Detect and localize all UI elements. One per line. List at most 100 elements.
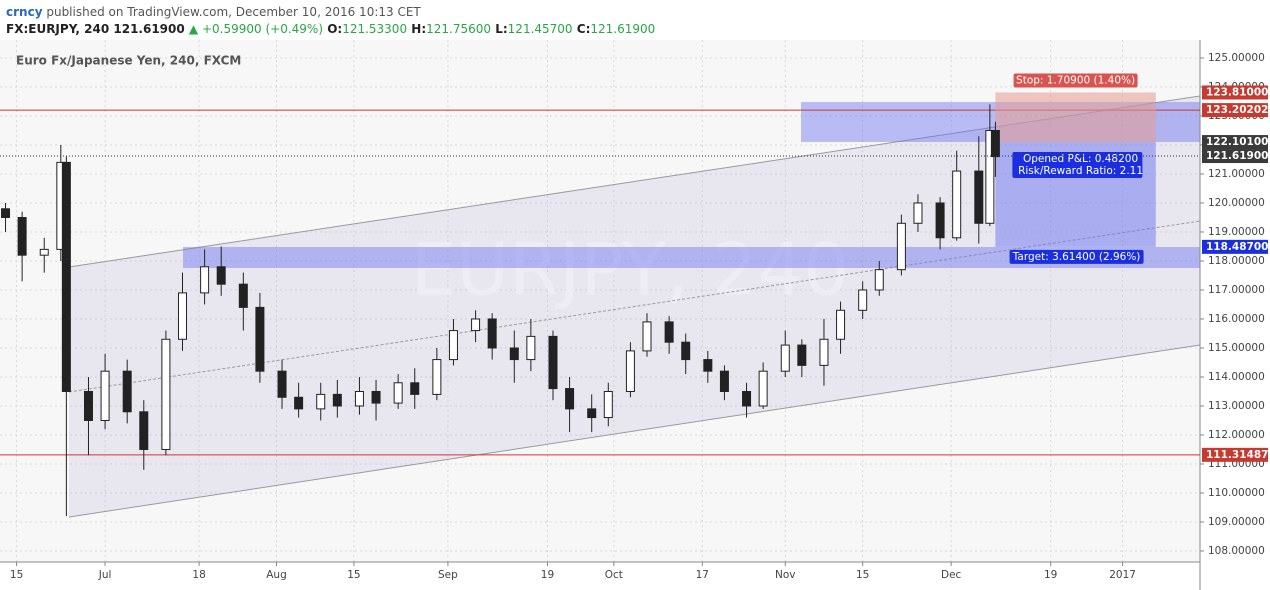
candle-body <box>858 289 868 311</box>
stop-label-box <box>1202 85 1268 100</box>
last-price-label-box <box>1202 149 1268 164</box>
candle-body <box>332 393 342 407</box>
candle-body <box>1 208 11 218</box>
candle-body <box>487 318 497 349</box>
candle-body <box>703 359 713 372</box>
x-tick-label: 15 <box>856 569 869 581</box>
x-tick-label: 17 <box>696 569 709 581</box>
candle-body <box>642 321 652 352</box>
y-tick-label: 119.00000 <box>1208 226 1265 238</box>
stop-text-box <box>1013 73 1138 88</box>
header: crncy published on TradingView.com, Dece… <box>0 0 1270 42</box>
candle-body <box>277 370 287 398</box>
ohlc-close-label: C: <box>576 22 591 36</box>
candle-body <box>935 202 945 239</box>
stop-zone <box>995 92 1156 143</box>
ohlc-open-label: O: <box>327 22 343 36</box>
zone-lower <box>183 247 1200 268</box>
price-axis-background <box>1200 40 1270 590</box>
candle-body <box>896 222 906 271</box>
target-label-box <box>1202 239 1268 254</box>
candle-body <box>17 216 27 256</box>
y-tick-label: 125.00000 <box>1208 52 1265 64</box>
candle-body <box>819 338 829 366</box>
candle-body <box>974 170 984 224</box>
y-tick-label: 110.00000 <box>1208 487 1265 499</box>
stop-label-text: 123.81000 <box>1206 86 1268 98</box>
candle-body <box>913 202 923 224</box>
target-label-text: 118.48700 <box>1206 241 1268 253</box>
candle-body <box>161 338 171 450</box>
y-tick-label: 114.00000 <box>1208 371 1265 383</box>
level-label-box <box>1202 103 1268 118</box>
candle-body <box>797 344 807 366</box>
candle-body <box>719 370 729 392</box>
candle-body <box>625 350 635 392</box>
entry-label-text: 122.10100 <box>1206 136 1268 148</box>
entry-label-box <box>1202 135 1268 150</box>
x-tick-label: 15 <box>10 569 23 581</box>
change-value: +0.59900 (+0.49%) <box>201 22 323 36</box>
stop-text: Stop: 1.70900 (1.40%) <box>1016 74 1135 86</box>
quote-line: FX:EURJPY, 240 121.61900 ▲ +0.59900 (+0.… <box>6 22 655 36</box>
ohlc-high: 121.75600 <box>426 22 492 36</box>
candle-body <box>565 388 575 410</box>
candle-body <box>990 129 1000 158</box>
x-tick-label: Nov <box>775 569 796 581</box>
price: 121.61900 <box>113 22 185 36</box>
candle-body <box>664 321 674 343</box>
x-tick-label: Oct <box>605 569 623 581</box>
level-label-box <box>1202 447 1268 462</box>
y-tick-label: 115.00000 <box>1208 342 1265 354</box>
candle-body <box>177 292 187 340</box>
candle-body <box>122 370 132 413</box>
level-label-text: 123.20202 <box>1206 104 1268 116</box>
y-tick-label: 109.00000 <box>1208 516 1265 528</box>
candle-body <box>410 382 420 395</box>
candle-body <box>100 370 110 421</box>
candle-body <box>780 344 790 372</box>
candle-body <box>432 359 442 395</box>
ohlc-open: 121.53300 <box>342 22 408 36</box>
x-tick-label: Sep <box>438 569 458 581</box>
y-tick-label: 121.00000 <box>1208 168 1265 180</box>
pnl-box <box>1012 152 1143 179</box>
y-tick-label: 120.00000 <box>1208 197 1265 209</box>
ohlc-high-label: H: <box>411 22 427 36</box>
candle-body <box>139 411 149 450</box>
candle-body <box>216 266 226 285</box>
y-tick-label: 117.00000 <box>1208 284 1265 296</box>
pnl-text: Opened P&L: 0.48200 <box>1023 153 1138 165</box>
user[interactable]: crncy <box>6 5 43 19</box>
candle-body <box>354 390 364 407</box>
ohlc-low-label: L: <box>495 22 508 36</box>
candle-body <box>952 170 962 239</box>
y-tick-label: 112.00000 <box>1208 429 1265 441</box>
candle-body <box>874 269 884 291</box>
candle-body <box>758 370 768 407</box>
candle-body <box>316 393 326 410</box>
candle-body <box>448 330 458 361</box>
candle-body <box>200 266 210 294</box>
y-tick-label: 118.00000 <box>1208 255 1265 267</box>
candle-body <box>83 390 93 421</box>
candle-body <box>39 248 49 256</box>
x-tick-label: 18 <box>192 569 205 581</box>
symbol: FX:EURJPY, 240 <box>6 22 110 36</box>
candle-body <box>587 408 597 419</box>
candle-body <box>61 161 71 392</box>
candle-body <box>294 396 304 410</box>
channel-lower <box>68 344 1201 518</box>
chart-title: Euro Fx/Japanese Yen, 240, FXCM <box>16 54 241 68</box>
candle-body <box>742 390 752 407</box>
x-tick-label: Aug <box>266 569 287 581</box>
candle-body <box>836 309 846 340</box>
rr-text: Risk/Reward Ratio: 2.11 <box>1018 165 1143 177</box>
x-tick-label: Jul <box>98 569 112 581</box>
y-tick-label: 116.00000 <box>1208 313 1265 325</box>
candle-body <box>526 335 536 361</box>
x-tick-label: 2017 <box>1109 569 1136 581</box>
candle-body <box>471 318 481 332</box>
